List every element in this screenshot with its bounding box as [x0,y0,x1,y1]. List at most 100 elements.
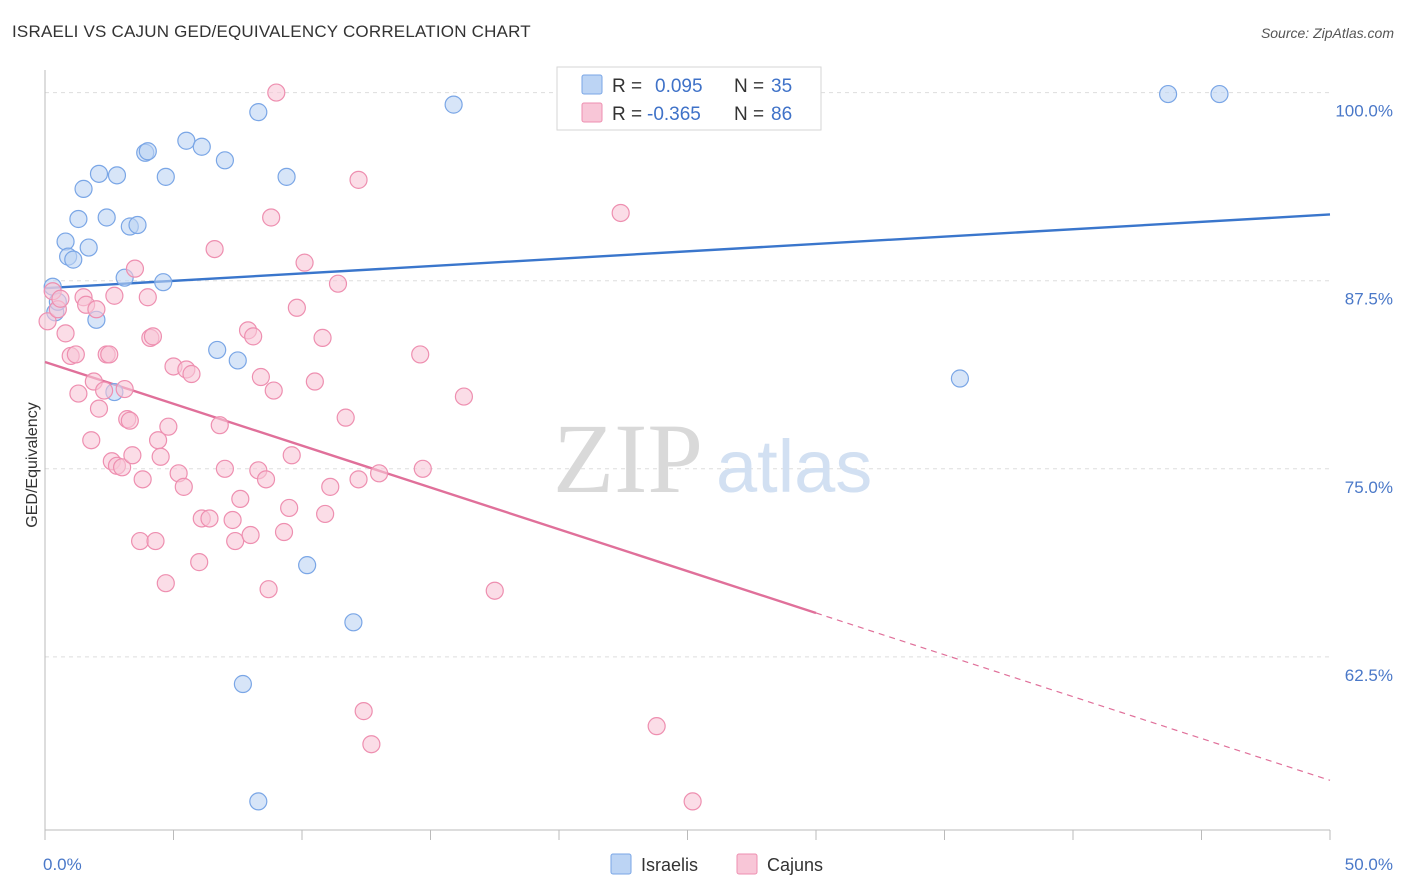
point-cajuns-6 [66,345,85,364]
point-cajuns-40 [182,364,201,384]
point-cajuns-67 [321,477,340,496]
point-cajuns-38 [174,477,193,496]
point-israelis-3 [64,250,83,269]
point-cajuns-24 [123,446,142,465]
point-cajuns-31 [146,531,165,551]
point-cajuns-69 [336,408,355,427]
point-cajuns-71 [349,170,368,189]
point-cajuns-58 [262,208,281,227]
point-cajuns-26 [130,531,150,551]
watermark-atlas: atlas [716,425,872,508]
point-cajuns-43 [200,509,219,528]
point-cajuns-57 [264,381,283,400]
stats-n-label-cajuns: N = [734,104,764,125]
point-cajuns-61 [282,446,301,465]
point-cajuns-10 [82,431,101,450]
y-tick-label-0: 100.0% [1335,102,1393,121]
x-tick-labels: 0.0% 50.0% [43,855,1393,874]
point-israelis-34 [1210,84,1229,104]
point-cajuns-81 [683,792,702,811]
x-tick-label-0: 0.0% [43,855,82,874]
point-cajuns-41 [190,553,209,572]
point-israelis-18 [192,137,211,156]
point-israelis-9 [107,166,127,185]
point-cajuns-12 [87,300,106,319]
point-israelis-20 [249,103,268,122]
point-israelis-15 [154,273,173,292]
stats-swatch-israelis [581,74,603,95]
point-cajuns-48 [226,531,245,551]
legend-label-cajuns: Cajuns [767,855,823,875]
point-cajuns-44 [205,239,224,259]
point-cajuns-23 [120,411,139,430]
trend-line-cajuns [44,360,817,615]
point-cajuns-72 [354,702,373,721]
point-israelis-14 [138,142,157,161]
point-cajuns-70 [349,470,368,489]
point-cajuns-13 [89,399,109,418]
y-tick-label-1: 87.5% [1345,290,1393,309]
watermark-zip: ZIP [553,403,703,514]
point-israelis-32 [444,95,463,114]
point-israelis-30 [233,674,252,694]
axes [44,70,1331,840]
point-cajuns-79 [611,203,630,223]
point-cajuns-65 [313,328,332,347]
point-cajuns-80 [647,717,666,736]
point-cajuns-55 [256,470,276,489]
point-cajuns-56 [259,580,278,599]
y-tick-label-3: 62.5% [1345,666,1393,685]
legend-swatch-cajuns [736,853,758,875]
data-points [38,83,1229,811]
stats-n-value-cajuns: 86 [771,104,792,125]
point-cajuns-66 [316,504,335,524]
stats-box: R = 0.095 N = 35 R = -0.365 N = 86 [556,66,822,131]
legend-item-israelis[interactable]: Israelis [610,853,698,875]
point-cajuns-27 [133,470,152,489]
legend-label-israelis: Israelis [641,855,698,875]
stats-r-value-israelis: 0.095 [655,76,703,97]
point-cajuns-3 [51,289,70,308]
point-israelis-27 [228,351,247,370]
point-cajuns-62 [287,298,306,317]
point-cajuns-46 [215,459,234,478]
point-cajuns-49 [231,489,250,509]
point-cajuns-75 [411,345,430,364]
point-cajuns-14 [95,381,114,400]
x-tick-label-1: 50.0% [1345,855,1393,874]
stats-n-label-israelis: N = [734,76,764,97]
point-israelis-6 [79,238,98,257]
stats-swatch-cajuns [581,102,603,123]
y-tick-labels: 100.0% 87.5% 75.0% 62.5% [1335,102,1393,685]
trend-line-cajuns-extrapolated [815,612,1331,781]
point-cajuns-60 [280,498,299,518]
point-israelis-29 [344,613,363,632]
point-cajuns-33 [151,447,170,466]
point-cajuns-18 [105,286,124,305]
point-cajuns-16 [100,345,119,364]
y-tick-label-2: 75.0% [1345,478,1393,497]
point-israelis-31 [249,792,268,811]
point-cajuns-28 [138,288,157,307]
point-cajuns-30 [143,327,163,346]
stats-r-label-israelis: R = [612,76,642,97]
point-israelis-7 [89,164,109,183]
trend-lines [44,213,1331,781]
legend-item-cajuns[interactable]: Cajuns [736,853,823,875]
point-cajuns-54 [251,367,270,387]
point-israelis-35 [950,369,970,388]
point-israelis-19 [215,151,234,170]
point-cajuns-78 [485,581,504,600]
point-israelis-26 [208,340,227,360]
point-cajuns-68 [328,274,348,293]
point-cajuns-35 [159,417,178,436]
point-cajuns-64 [305,372,324,391]
point-cajuns-77 [454,387,474,406]
point-cajuns-34 [156,574,175,593]
point-cajuns-51 [241,525,260,545]
point-cajuns-4 [56,324,75,343]
point-israelis-1 [56,232,75,251]
y-axis-title: GED/Equivalency [24,402,41,527]
point-cajuns-76 [413,459,432,478]
